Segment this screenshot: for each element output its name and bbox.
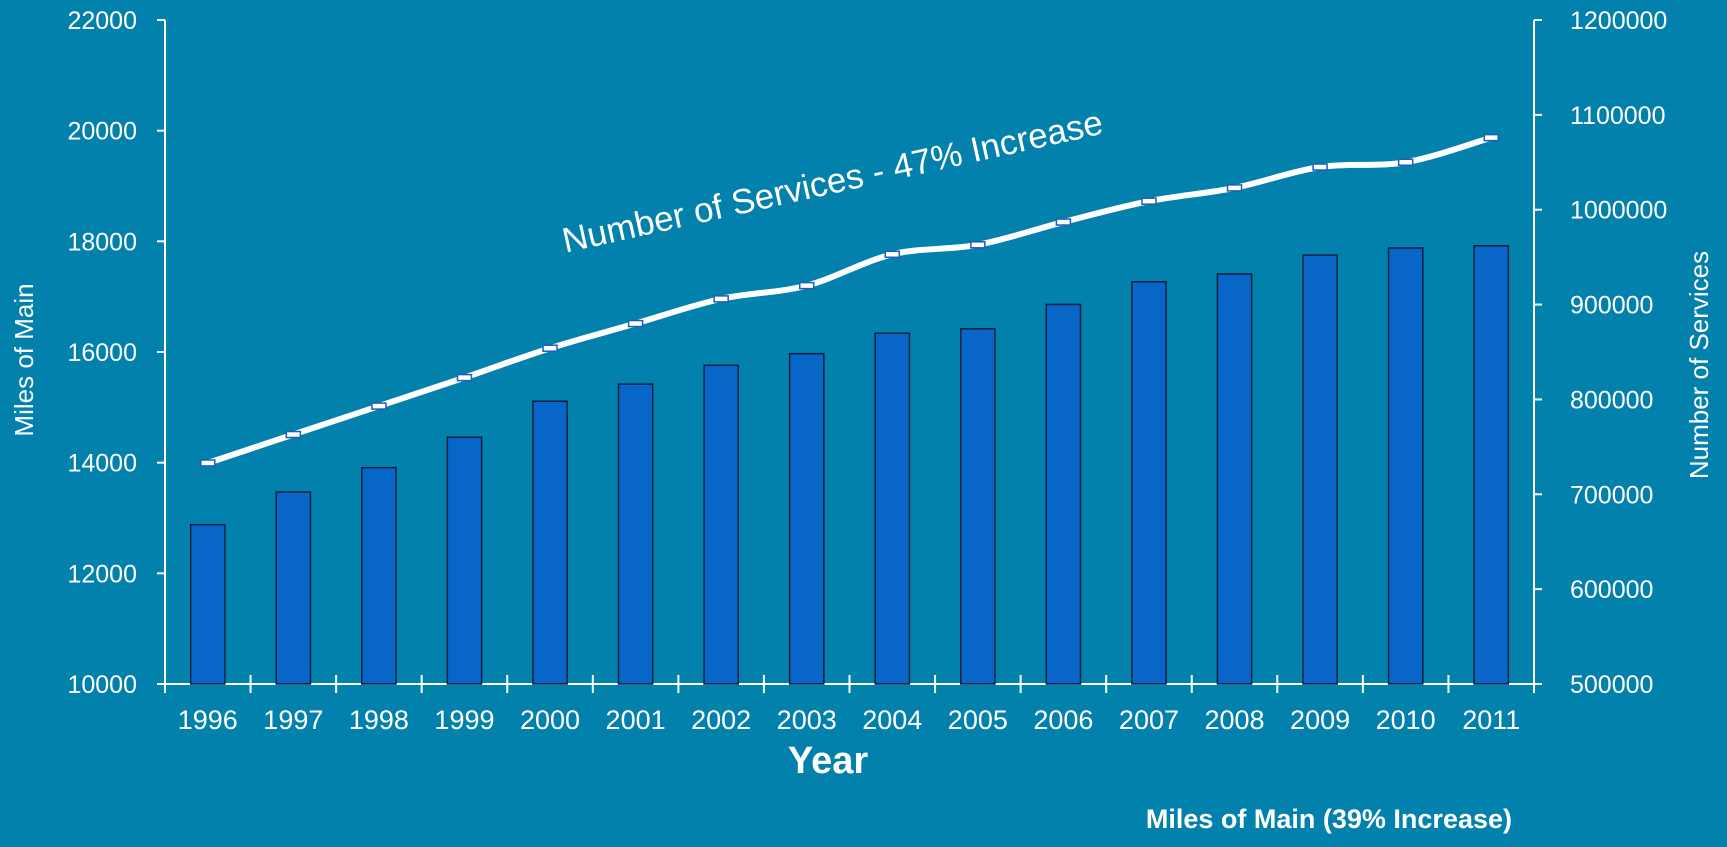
bar-miles-2001 bbox=[617, 383, 654, 685]
y-axis-title-left: Miles of Main bbox=[9, 283, 39, 436]
year-label-1999: 1999 bbox=[434, 705, 494, 735]
right-tick-label: 800000 bbox=[1570, 386, 1653, 414]
right-tick-label: 600000 bbox=[1570, 576, 1653, 604]
left-tick-label: 20000 bbox=[67, 118, 137, 146]
bar-miles-1998 bbox=[361, 466, 397, 685]
services-point-2002 bbox=[713, 295, 729, 303]
year-label-2010: 2010 bbox=[1376, 705, 1436, 735]
services-point-2011 bbox=[1483, 133, 1499, 142]
left-tick-label: 10000 bbox=[67, 671, 137, 699]
year-label-2003: 2003 bbox=[777, 705, 837, 735]
bar-miles-2003 bbox=[788, 352, 825, 685]
bar-miles-2010 bbox=[1387, 247, 1424, 685]
services-point-2003 bbox=[798, 281, 815, 290]
services-point-2008 bbox=[1226, 184, 1243, 192]
left-tick-label: 16000 bbox=[67, 339, 137, 367]
services-point-2000 bbox=[542, 344, 558, 352]
bar-miles-2000 bbox=[532, 400, 568, 685]
services-point-2004 bbox=[884, 250, 901, 259]
year-label-2002: 2002 bbox=[691, 705, 751, 735]
bar-miles-1996 bbox=[189, 523, 226, 685]
bar-miles-2006 bbox=[1045, 303, 1082, 685]
year-label-2001: 2001 bbox=[606, 705, 666, 735]
year-label-2009: 2009 bbox=[1290, 705, 1350, 735]
left-tick-label: 18000 bbox=[67, 228, 137, 256]
right-tick-label: 1200000 bbox=[1570, 7, 1667, 35]
services-point-2007 bbox=[1141, 197, 1157, 205]
year-label-2006: 2006 bbox=[1033, 705, 1093, 735]
services-point-2010 bbox=[1397, 158, 1414, 167]
bar-miles-2004 bbox=[874, 332, 911, 685]
year-label-2007: 2007 bbox=[1119, 705, 1179, 735]
right-tick-label: 500000 bbox=[1570, 671, 1653, 699]
year-label-2008: 2008 bbox=[1204, 705, 1264, 735]
services-point-2009 bbox=[1312, 163, 1328, 171]
bar-miles-2011 bbox=[1473, 245, 1510, 685]
year-label-1998: 1998 bbox=[349, 705, 409, 735]
year-label-2005: 2005 bbox=[948, 705, 1008, 735]
y-axis-title-right: Number of Services bbox=[1684, 251, 1714, 479]
services-point-1998 bbox=[371, 402, 387, 410]
year-label-2011: 2011 bbox=[1462, 705, 1520, 735]
services-annotation: Number of Services - 47% Increase bbox=[559, 103, 1107, 261]
right-tick-label: 1000000 bbox=[1570, 197, 1667, 225]
right-tick-label: 900000 bbox=[1570, 292, 1653, 320]
services-point-1996 bbox=[200, 459, 216, 467]
year-label-2004: 2004 bbox=[862, 705, 922, 735]
miles-footer-label: Miles of Main (39% Increase) bbox=[1146, 804, 1512, 834]
x-axis-title: Year bbox=[788, 740, 869, 782]
services-point-1999 bbox=[456, 373, 473, 382]
right-tick-label: 700000 bbox=[1570, 481, 1653, 509]
left-tick-label: 14000 bbox=[67, 450, 137, 478]
bar-miles-1999 bbox=[446, 436, 483, 685]
bar-miles-2005 bbox=[959, 328, 996, 685]
bar-miles-1997 bbox=[275, 491, 312, 685]
left-tick-label: 22000 bbox=[67, 7, 137, 35]
year-label-1996: 1996 bbox=[178, 705, 238, 735]
services-point-1997 bbox=[285, 430, 302, 439]
bar-miles-2002 bbox=[703, 364, 740, 685]
services-point-2005 bbox=[970, 241, 986, 249]
bar-miles-2007 bbox=[1131, 280, 1167, 685]
services-point-2006 bbox=[1055, 218, 1072, 226]
right-tick-label: 1100000 bbox=[1570, 102, 1665, 130]
bar-miles-2008 bbox=[1216, 273, 1253, 685]
year-label-2000: 2000 bbox=[520, 705, 580, 735]
services-line bbox=[204, 134, 1495, 466]
left-tick-label: 12000 bbox=[67, 560, 137, 588]
bar-miles-2009 bbox=[1302, 254, 1338, 685]
services-point-2001 bbox=[627, 319, 644, 328]
year-label-1997: 1997 bbox=[263, 705, 323, 735]
